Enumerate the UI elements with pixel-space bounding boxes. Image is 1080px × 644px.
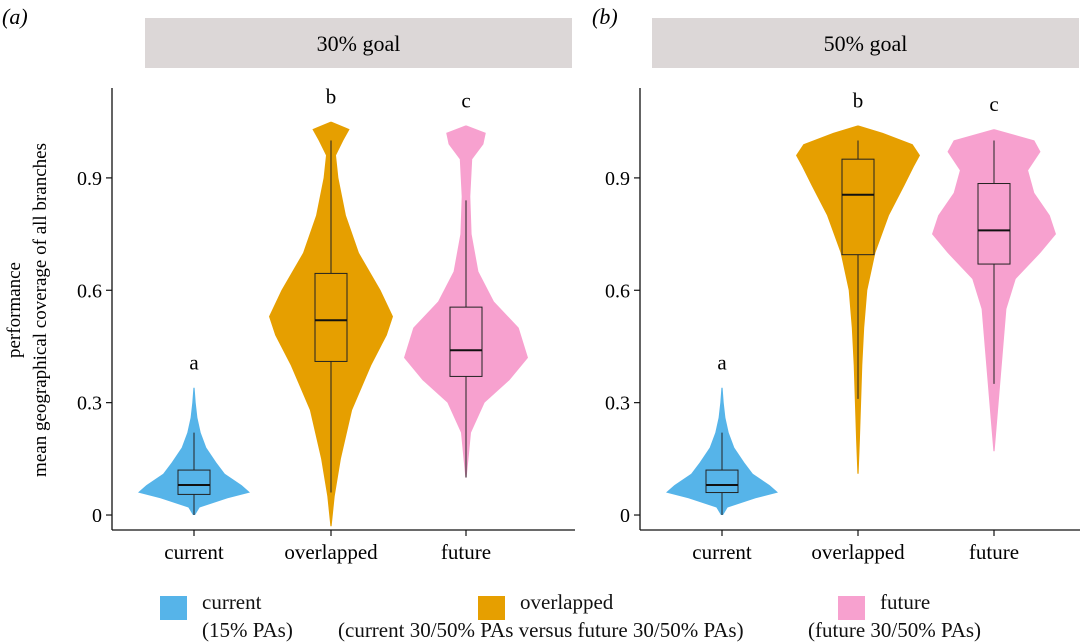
- legend-note-current: (15% PAs): [202, 618, 293, 642]
- y-tick-label: 0.3: [77, 393, 102, 415]
- panel-title: 50% goal: [824, 31, 908, 56]
- x-tick-label-future: future: [969, 540, 1019, 564]
- legend-swatch-future: [838, 596, 865, 620]
- legend-swatch-current: [160, 596, 187, 620]
- x-tick-label-current: current: [692, 540, 752, 564]
- panel-tag: (a): [2, 4, 28, 29]
- box-overlapped: [841, 158, 875, 256]
- x-tick-label-future: future: [441, 540, 491, 564]
- y-tick-label: 0: [620, 505, 630, 527]
- x-tick-label-overlapped: overlapped: [284, 540, 378, 564]
- legend-label-overlapped: overlapped: [520, 590, 614, 614]
- y-axis-label-line1: performance: [4, 262, 25, 358]
- box-future: [449, 306, 483, 377]
- legend-note-overlapped: (current 30/50% PAs versus future 30/50%…: [338, 618, 744, 642]
- significance-letter: a: [189, 351, 199, 375]
- significance-letter: c: [461, 88, 470, 112]
- significance-letter: b: [853, 88, 864, 112]
- x-tick-label-overlapped: overlapped: [811, 540, 905, 564]
- y-tick-label: 0.6: [605, 280, 630, 302]
- y-tick-label: 0.3: [605, 393, 630, 415]
- box-current: [705, 469, 739, 494]
- box-future: [977, 183, 1011, 265]
- y-tick-label: 0.9: [77, 168, 102, 190]
- legend: current (15% PAs) overlapped (current 30…: [0, 588, 1080, 644]
- panel-title-strip: [652, 18, 1079, 68]
- y-tick-label: 0.6: [77, 280, 102, 302]
- legend-label-current: current: [202, 590, 262, 614]
- y-tick-label: 0.9: [605, 168, 630, 190]
- x-tick-label-current: current: [164, 540, 224, 564]
- panel-title-strip: [145, 18, 572, 68]
- y-tick-label: 0: [92, 505, 102, 527]
- legend-note-future: (future 30/50% PAs): [808, 618, 982, 642]
- panel-50-goal: (b) 50% goal 0 0.3 0.6 0.9 a b c current overlappe…: [592, 4, 1080, 564]
- box-current: [177, 469, 211, 495]
- significance-letter: c: [989, 92, 998, 116]
- panel-title: 30% goal: [317, 31, 401, 56]
- significance-letter: a: [717, 351, 727, 375]
- y-axis-label-line2: mean geographical coverage of all branch…: [30, 143, 51, 477]
- panel-tag: (b): [592, 4, 618, 29]
- legend-swatch-overlapped: [478, 596, 505, 620]
- legend-label-future: future: [880, 590, 931, 614]
- panel-30-goal: (a) 30% goal 0 0.3 0.6 0.9 a b c current overlappe…: [2, 4, 575, 564]
- significance-letter: b: [326, 85, 337, 109]
- box-overlapped: [314, 272, 348, 362]
- violin-overlapped: [269, 121, 393, 527]
